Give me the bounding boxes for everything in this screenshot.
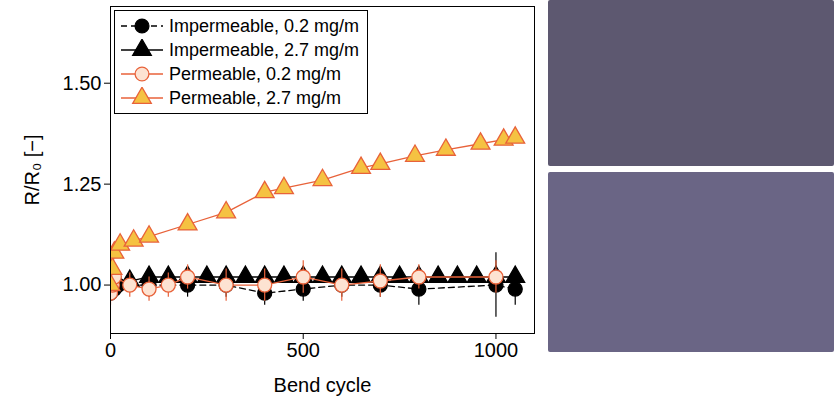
svg-text:500: 500 <box>287 339 320 361</box>
svg-text:1000: 1000 <box>474 339 519 361</box>
svg-text:R/R₀ [−]: R/R₀ [−] <box>21 134 43 205</box>
svg-text:Bend cycle: Bend cycle <box>274 374 372 396</box>
svg-text:1.50: 1.50 <box>63 72 102 94</box>
svg-text:1.25: 1.25 <box>63 173 102 195</box>
svg-text:1.00: 1.00 <box>63 273 102 295</box>
svg-text:0: 0 <box>105 339 116 361</box>
html-text:Impermeable, 2.7 mg/m: Impermeable, 2.7 mg/m <box>169 40 360 60</box>
html-text:Permeable, 0.2 mg/m: Permeable, 0.2 mg/m <box>169 64 342 84</box>
html-text:Permeable, 2.7 mg/m: Permeable, 2.7 mg/m <box>169 88 342 108</box>
html-text:Impermeable, 0.2 mg/m: Impermeable, 0.2 mg/m <box>169 16 360 36</box>
